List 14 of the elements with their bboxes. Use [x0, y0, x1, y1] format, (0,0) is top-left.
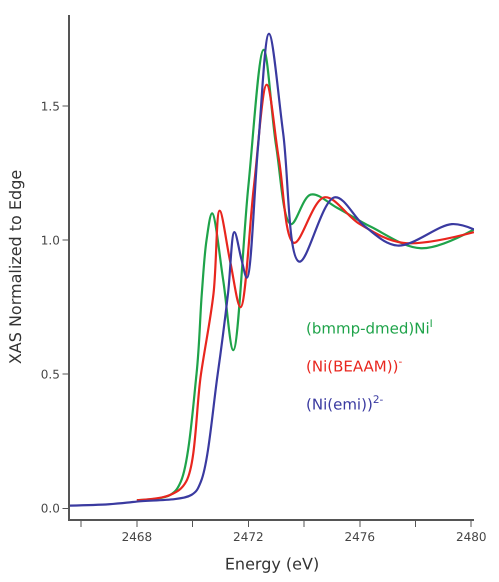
- x-axis-title: Energy (eV): [224, 554, 320, 574]
- y-tick-label: 1.0: [40, 233, 60, 248]
- x-tick-label: 2476: [344, 530, 376, 544]
- y-tick-label: 0.5: [40, 367, 60, 382]
- x-tick-label: 2468: [122, 530, 152, 544]
- y-axis-title: XAS Normalized to Edge: [6, 170, 26, 364]
- x-tick-label: 2472: [233, 530, 264, 544]
- x-tick-label: 2480: [456, 530, 486, 544]
- text: (bmmp-dmed)Ni$^{I}$: [306, 318, 433, 338]
- text: (Ni(emi))$^{2-}$: [306, 394, 384, 414]
- y-tick-label: 0.0: [40, 501, 60, 516]
- text: (Ni(BEAAM))$^{-}$: [306, 356, 402, 376]
- line-series: [70, 32, 474, 507]
- y-tick-label: 1.5: [40, 99, 60, 114]
